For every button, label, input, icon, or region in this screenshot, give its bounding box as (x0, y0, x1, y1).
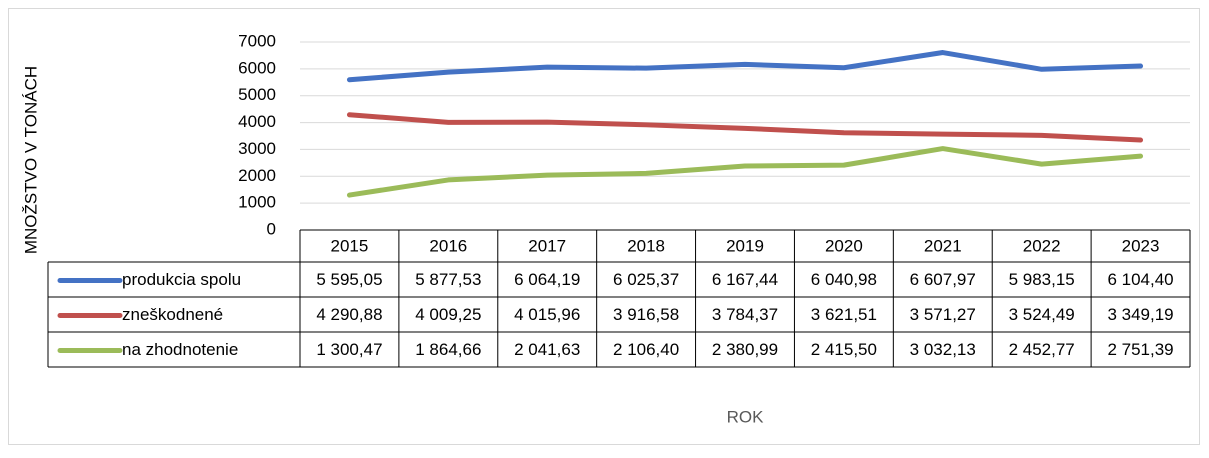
y-tick-label: 2000 (238, 166, 276, 185)
series-line (346, 146, 1144, 198)
y-tick-label: 4000 (238, 112, 276, 131)
table-value: 3 916,58 (613, 305, 679, 324)
table-value: 6 104,40 (1107, 270, 1173, 289)
x-tick-label: 2019 (726, 236, 764, 255)
y-tick-label: 6000 (238, 58, 276, 77)
series-line (346, 50, 1144, 83)
x-tick-label: 2023 (1122, 236, 1160, 255)
table-value: 6 607,97 (910, 270, 976, 289)
table-value: 3 621,51 (811, 305, 877, 324)
y-tick-label: 1000 (238, 193, 276, 212)
chart-border (8, 8, 1200, 445)
table-value: 4 015,96 (514, 305, 580, 324)
x-tick-label: 2022 (1023, 236, 1061, 255)
x-tick-label: 2016 (429, 236, 467, 255)
legend-label: produkcia spolu (122, 270, 241, 289)
y-tick-label: 3000 (238, 139, 276, 158)
legend-label: na zhodnotenie (122, 340, 238, 359)
x-tick-label: 2018 (627, 236, 665, 255)
table-value: 2 380,99 (712, 340, 778, 359)
table-value: 1 300,47 (316, 340, 382, 359)
x-tick-label: 2020 (825, 236, 863, 255)
x-tick-label: 2017 (528, 236, 566, 255)
table-value: 3 524,49 (1009, 305, 1075, 324)
table-value: 2 452,77 (1009, 340, 1075, 359)
table-value: 3 571,27 (910, 305, 976, 324)
table-value: 2 106,40 (613, 340, 679, 359)
table-value: 5 595,05 (316, 270, 382, 289)
x-tick-label: 2021 (924, 236, 962, 255)
y-tick-label: 0 (267, 219, 276, 238)
y-axis-title: MNOŽSTVO V TONÁCH (21, 66, 40, 254)
table-value: 5 877,53 (415, 270, 481, 289)
table-value: 5 983,15 (1009, 270, 1075, 289)
table-value: 4 290,88 (316, 305, 382, 324)
y-tick-label: 7000 (238, 31, 276, 50)
table-value: 4 009,25 (415, 305, 481, 324)
table-value: 6 025,37 (613, 270, 679, 289)
x-axis-title: ROK (727, 407, 765, 426)
table-value: 6 167,44 (712, 270, 778, 289)
table-value: 3 032,13 (910, 340, 976, 359)
legend-label: zneškodnené (122, 305, 223, 324)
table-value: 6 040,98 (811, 270, 877, 289)
table-value: 3 784,37 (712, 305, 778, 324)
table-value: 3 349,19 (1107, 305, 1173, 324)
series-line (346, 112, 1144, 143)
table-value: 2 041,63 (514, 340, 580, 359)
y-tick-label: 5000 (238, 85, 276, 104)
table-value: 1 864,66 (415, 340, 481, 359)
table-value: 2 751,39 (1107, 340, 1173, 359)
table-value: 2 415,50 (811, 340, 877, 359)
x-tick-label: 2015 (331, 236, 369, 255)
table-value: 6 064,19 (514, 270, 580, 289)
